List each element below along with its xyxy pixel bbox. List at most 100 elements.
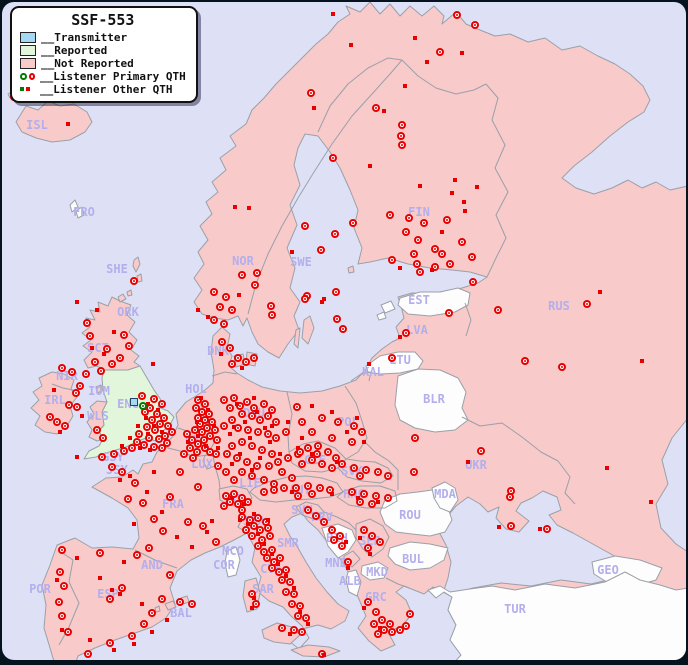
isle-iom (95, 384, 103, 394)
listener-other-qth-marker (235, 402, 239, 406)
listener-other-qth-marker (378, 626, 382, 630)
listener-other-qth-marker (75, 455, 79, 459)
country-cor (224, 546, 241, 578)
legend-title: SSF-553 (71, 11, 135, 29)
listener-primary-qth-marker (348, 488, 356, 496)
listener-primary-qth-marker (282, 588, 290, 596)
listener-primary-qth-marker (135, 430, 143, 438)
listener-primary-qth-marker (318, 414, 326, 422)
listener-primary-qth-marker (243, 398, 251, 406)
country-label-isl: ISL (26, 118, 48, 132)
listener-primary-qth-marker (238, 468, 246, 476)
legend-row-other-qth: __Listener Other QTH (20, 83, 186, 96)
listener-other-qth-marker (649, 500, 653, 504)
listener-other-qth-marker (195, 420, 199, 424)
listener-other-qth-marker (349, 43, 353, 47)
listener-other-qth-marker (205, 530, 209, 534)
listener-primary-qth-marker (256, 526, 264, 534)
listener-primary-qth-marker (270, 486, 278, 494)
country-label-rus: RUS (548, 299, 570, 313)
listener-primary-qth-marker (368, 500, 376, 508)
listener-other-qth-marker (330, 492, 334, 496)
listener-primary-qth-marker (445, 309, 453, 317)
country-label-swe: SWE (290, 255, 312, 269)
listener-other-qth-marker (190, 545, 194, 549)
listener-primary-qth-marker (356, 498, 364, 506)
country-label-geo: GEO (597, 563, 619, 577)
listener-primary-qth-marker (398, 141, 406, 149)
country-label-iom: IOM (88, 384, 110, 398)
listener-other-qth-marker (425, 60, 429, 64)
listener-primary-qth-marker (336, 532, 344, 540)
listener-other-qth-marker (250, 468, 254, 472)
listener-primary-qth-marker (278, 624, 286, 632)
listener-primary-qth-marker (99, 434, 107, 442)
listener-primary-qth-marker (254, 514, 262, 522)
country-mainland (41, 2, 686, 660)
listener-primary-qth-marker (268, 564, 276, 572)
legend-row-transmitter: __Transmitter (20, 31, 186, 44)
listener-other-qth-marker (475, 185, 479, 189)
legend-label: __Reported (41, 43, 108, 57)
listener-primary-qth-marker (230, 394, 238, 402)
listener-primary-qth-marker (103, 345, 111, 353)
listener-primary-qth-marker (397, 132, 405, 140)
country-label-por: POR (29, 582, 51, 596)
listener-primary-qth-marker (253, 269, 261, 277)
country-label-lux: LUX (191, 457, 213, 471)
listener-primary-qth-marker (248, 472, 256, 480)
listener-other-qth-marker (186, 440, 190, 444)
listener-primary-qth-marker (334, 418, 342, 426)
country-label-ukr: UKR (465, 458, 487, 472)
listener-other-qth-marker (298, 610, 302, 614)
listener-primary-qth-marker (362, 466, 370, 474)
listener-primary-qth-marker (254, 428, 262, 436)
listener-other-qth-marker (238, 518, 242, 522)
listener-primary-qth-marker (214, 462, 222, 470)
country-rou (379, 489, 453, 537)
listener-primary-qth-marker (176, 468, 184, 476)
listener-primary-qth-marker (416, 268, 424, 276)
listener-primary-qth-marker (388, 628, 396, 636)
islet (376, 311, 387, 321)
listener-other-qth-marker (243, 420, 247, 424)
country-bul (387, 541, 449, 571)
listener-primary-qth-marker (254, 542, 262, 550)
listener-primary-qth-marker (133, 551, 141, 559)
listener-primary-qth-marker (46, 413, 54, 421)
other-qth-icons (20, 87, 35, 91)
listener-other-qth-marker (278, 452, 282, 456)
listener-primary-qth-marker (280, 484, 288, 492)
listener-other-qth-marker (240, 366, 244, 370)
listener-primary-qth-marker (82, 370, 90, 378)
listener-primary-qth-marker (148, 609, 156, 617)
listener-primary-qth-marker (304, 482, 312, 490)
islet (117, 293, 127, 303)
listener-primary-qth-marker (140, 620, 148, 628)
country-label-fro: FRO (73, 205, 95, 219)
listener-primary-qth-marker (73, 403, 81, 411)
listener-primary-qth-marker (268, 311, 276, 319)
listener-primary-qth-marker (160, 414, 168, 422)
listener-other-qth-marker (256, 532, 260, 536)
listener-primary-qth-marker (76, 382, 84, 390)
listener-primary-qth-marker (220, 320, 228, 328)
listener-other-qth-marker (58, 430, 62, 434)
listener-primary-qth-marker (86, 332, 94, 340)
country-label-tur: TUR (504, 602, 526, 616)
listener-primary-qth-marker (84, 650, 92, 658)
listener-primary-qth-marker (521, 357, 529, 365)
listener-primary-qth-marker (230, 490, 238, 498)
listener-primary-qth-marker (312, 512, 320, 520)
listener-primary-qth-marker (388, 256, 396, 264)
listener-other-qth-marker (403, 84, 407, 88)
listener-primary-qth-marker (558, 363, 566, 371)
listener-primary-qth-marker (364, 598, 372, 606)
listener-primary-qth-marker (220, 422, 228, 430)
listener-primary-qth-marker (128, 632, 136, 640)
listener-other-qth-marker (128, 436, 132, 440)
country-label-irl: IRL (44, 393, 66, 407)
listener-primary-qth-marker (308, 428, 316, 436)
